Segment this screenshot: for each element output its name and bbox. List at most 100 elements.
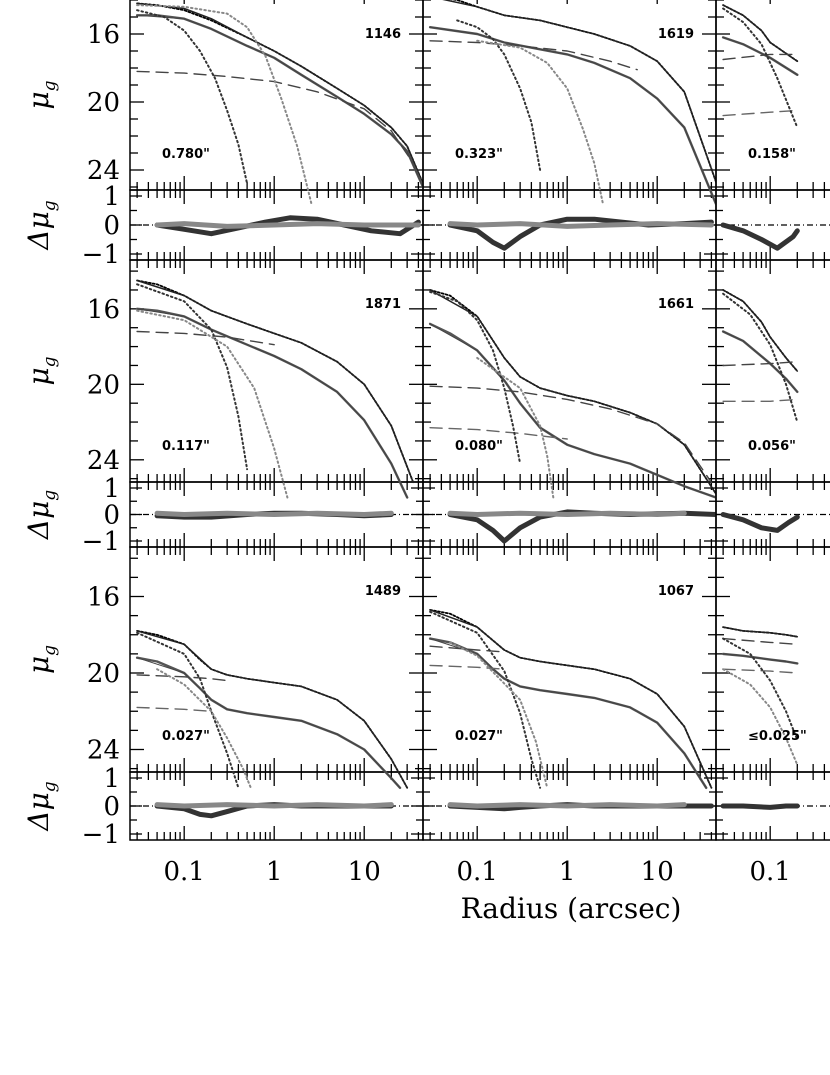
- series-outer: [136, 674, 228, 682]
- series-nuc: [136, 283, 249, 471]
- profile-y-title-text: μg: [22, 356, 60, 385]
- series-model: [136, 2, 423, 185]
- series-data-2: [721, 330, 799, 394]
- y-tick-label: 16: [87, 295, 120, 325]
- series-nuc: [136, 9, 249, 185]
- series-data-2: [428, 322, 716, 499]
- residual-y-tick-label: 0: [103, 211, 120, 241]
- panel-id-label: 1489: [365, 584, 401, 599]
- series-resid-2: [154, 221, 421, 229]
- profile-y-title-text: μg: [22, 80, 60, 109]
- series-nuc: [456, 19, 542, 171]
- series-nuc-2: [136, 4, 313, 205]
- panel-9: ≤0.025": [715, 546, 830, 841]
- series-resid: [720, 512, 800, 533]
- series-model: [722, 626, 799, 638]
- panel-note-label: 0.080": [455, 439, 503, 454]
- series-model: [442, 0, 716, 183]
- panel-note-label: 0.117": [162, 439, 210, 454]
- panel-6: 0.056": [715, 259, 830, 548]
- panel-note-label: 0.323": [455, 147, 503, 162]
- series-comp-2: [136, 14, 423, 188]
- x-tick-label: 0.1: [457, 857, 498, 887]
- panel-note-label: 0.027": [455, 729, 503, 744]
- residual-y-tick-label: 1: [103, 764, 120, 794]
- series-nuc: [429, 290, 522, 465]
- series-comp-2: [722, 331, 798, 393]
- y-tick-label: 24: [87, 156, 120, 186]
- series-outer: [722, 53, 798, 61]
- profile-y-title-sub: g: [40, 356, 60, 367]
- y-tick-label: 16: [87, 583, 120, 613]
- series-outer: [429, 385, 713, 484]
- series-model: [429, 609, 713, 789]
- series-outer: [722, 637, 798, 645]
- series-resid-2: [154, 510, 394, 517]
- profile-y-title: μg: [22, 356, 60, 385]
- x-tick-label: 0.1: [164, 857, 205, 887]
- series-outer-2: [136, 706, 212, 712]
- residual-y-title: Δμg: [22, 781, 60, 831]
- series-comp-2: [136, 657, 401, 789]
- series-outer: [429, 40, 638, 71]
- panel-grid: 1146 0.780" 1619 0.323" 0.158" 1871 0.117" 1661…: [129, 0, 830, 841]
- series-outer: [429, 645, 505, 653]
- series-data: [429, 289, 716, 495]
- residual-y-title: Δμg: [22, 200, 60, 250]
- residual-y-title-text: Δμg: [22, 200, 60, 250]
- profile-y-title-text: μg: [22, 645, 60, 674]
- profile-frame: [715, 546, 830, 773]
- panel-note-label: 0.158": [748, 147, 796, 162]
- series-nuc-2: [156, 668, 252, 789]
- x-tick-label: 10: [348, 857, 381, 887]
- residual-y-title-sub: g: [40, 781, 60, 792]
- series-comp-2: [429, 638, 707, 789]
- series-nuc-2: [476, 39, 604, 205]
- series-model: [429, 289, 716, 495]
- series-model: [722, 289, 799, 372]
- series-model: [136, 630, 408, 789]
- series-comp-2: [722, 653, 798, 664]
- series-data-2: [428, 637, 708, 789]
- residual-y-tick-label: 1: [103, 474, 120, 504]
- x-axis-title: Radius (arcsec): [461, 892, 682, 925]
- residual-y-title-sub: g: [40, 490, 60, 501]
- series-resid-2: [447, 802, 687, 809]
- residual-y-tick-label: 0: [103, 501, 120, 531]
- x-tick-label: 0.1: [750, 857, 791, 887]
- panel-id-label: 1661: [658, 297, 694, 312]
- series-nuc: [722, 637, 799, 741]
- y-tick-label: 24: [87, 736, 120, 766]
- residual-y-title-text: Δμg: [22, 781, 60, 831]
- series-data-2: [135, 307, 409, 499]
- profile-y-title-sub: g: [40, 645, 60, 656]
- profile-y-title-sub: g: [40, 80, 60, 91]
- series-resid: [720, 222, 800, 251]
- y-tick-label: 16: [87, 20, 120, 50]
- series-nuc-2: [722, 668, 799, 766]
- series-comp-2: [136, 308, 408, 498]
- series-outer: [136, 70, 414, 164]
- series-nuc-2: [476, 356, 555, 499]
- y-tick-label: 24: [87, 446, 120, 476]
- series-outer-2: [722, 668, 798, 674]
- panel-id-label: 1067: [658, 584, 694, 599]
- panel-note-label: 0.027": [162, 729, 210, 744]
- profile-y-title: μg: [22, 80, 60, 109]
- series-resid-2: [447, 510, 687, 517]
- profile-frame: [715, 259, 830, 483]
- axes-text: 16202410−1μgΔμg16202410−1μgΔμg16202410−1…: [22, 20, 791, 887]
- panel-7: 1489 0.027": [129, 546, 424, 841]
- y-tick-label: 20: [87, 659, 120, 689]
- series-resid-2: [447, 221, 714, 229]
- series-data: [429, 609, 713, 789]
- panel-note-label: 0.780": [162, 147, 210, 162]
- panel-3: 0.158": [715, 0, 830, 261]
- series-nuc-2: [136, 309, 289, 499]
- panel-8: 1067 0.027": [422, 546, 717, 841]
- series-resid-2: [154, 802, 394, 809]
- series-resid: [154, 215, 421, 237]
- series-outer-2: [429, 664, 505, 670]
- x-tick-label: 10: [641, 857, 674, 887]
- residual-y-tick-label: 0: [103, 792, 120, 822]
